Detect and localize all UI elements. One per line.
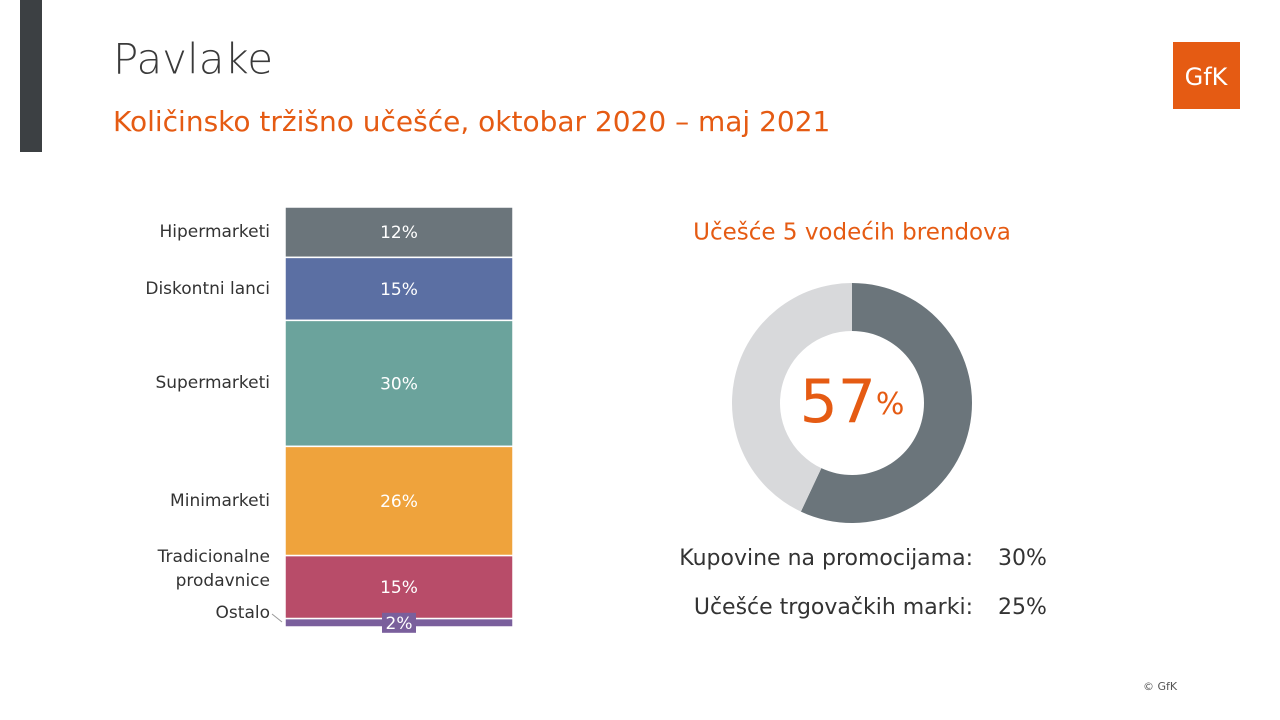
value-label: 12%	[380, 223, 418, 243]
bar-segment	[284, 206, 514, 259]
category-label: Minimarketi	[170, 491, 270, 511]
category-label: Diskontni lanci	[145, 278, 270, 299]
value-label: 15%	[380, 280, 418, 300]
stat-label: Kupovine na promocijama:	[679, 546, 973, 571]
value-label: 2%	[386, 614, 413, 634]
category-label: Tradicionalne prodavnice	[157, 547, 270, 592]
value-label-box	[382, 612, 416, 633]
bar-segment	[284, 256, 514, 322]
subtitle: Količinsko tržišno učešće, oktobar 2020 …	[113, 105, 830, 138]
category-label: Ostalo	[215, 602, 270, 623]
bar-segment	[284, 319, 514, 448]
category-label: Supermarketi	[155, 373, 270, 394]
value-label: 15%	[380, 578, 418, 598]
donut-segment	[731, 283, 852, 512]
bar-segment	[284, 445, 514, 557]
donut-segment	[800, 283, 972, 523]
accent-bar	[20, 0, 42, 152]
bar-segment	[284, 554, 514, 620]
donut-center-label: 57%	[800, 367, 905, 437]
stat-value: 25%	[998, 595, 1047, 620]
title: Pavlake	[113, 35, 273, 84]
stat-label: Učešće trgovačkih marki:	[694, 595, 973, 620]
donut-title: Učešće 5 vodećih brendova	[693, 220, 1011, 246]
value-label: 26%	[380, 492, 418, 512]
logo-box	[1173, 42, 1240, 109]
footer: © GfK	[1143, 680, 1178, 693]
value-label: 30%	[380, 374, 418, 394]
leader-line	[271, 613, 283, 623]
logo: GfK	[1185, 63, 1229, 91]
category-label: Hipermarketi	[159, 222, 271, 243]
stat-value: 30%	[998, 546, 1047, 571]
